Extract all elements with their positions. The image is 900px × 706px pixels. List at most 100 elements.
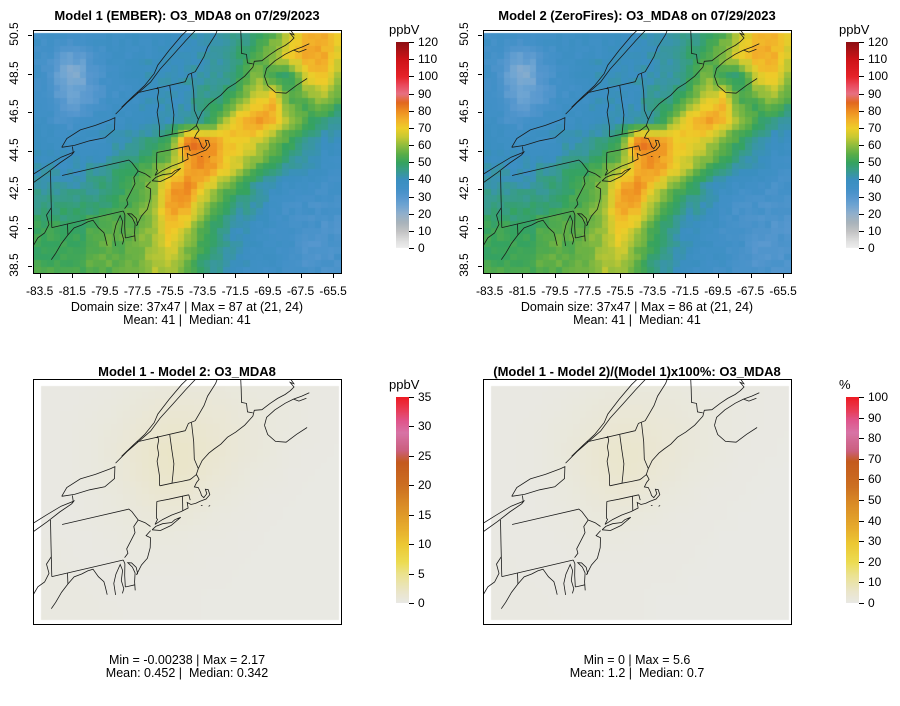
- panel-title: Model 2 (ZeroFires): O3_MDA8 on 07/29/20…: [498, 8, 776, 23]
- colorbar-tick-label: 70: [868, 451, 882, 466]
- colorbar-tick-label: 90: [868, 410, 882, 425]
- panel-title: Model 1 (EMBER): O3_MDA8 on 07/29/2023: [54, 8, 320, 23]
- y-tick-mark: [28, 189, 32, 191]
- colorbar-tick-mark: [859, 582, 864, 584]
- x-tick-mark: [783, 274, 785, 278]
- stats-line-2: Mean: 41 | Median: 41: [123, 313, 251, 327]
- colorbar-tick-mark: [859, 59, 864, 61]
- y-tick-mark: [28, 227, 32, 229]
- colorbar-tick-mark: [859, 145, 864, 146]
- x-tick-mark: [39, 274, 41, 278]
- boundary-path: [34, 380, 310, 609]
- colorbar-tick-mark: [859, 127, 864, 129]
- x-tick-mark: [333, 274, 335, 278]
- y-tick-mark: [478, 35, 482, 37]
- y-tick-mark: [478, 112, 482, 114]
- state-boundaries-overlay: [34, 31, 310, 260]
- colorbar-tick-mark: [409, 42, 414, 43]
- colorbar-tick-label: 100: [868, 69, 889, 84]
- colorbar-tick-label: 30: [868, 189, 882, 204]
- colorbar-gradient: [396, 397, 409, 603]
- map-plot-area: [483, 30, 792, 274]
- colorbar-tick-label: 10: [418, 223, 432, 238]
- colorbar-tick-label: 30: [418, 419, 432, 434]
- colorbar-tick-mark: [409, 248, 414, 249]
- colorbar-tick-mark: [409, 59, 414, 61]
- y-tick-label: 42.5: [457, 176, 471, 200]
- x-tick-label: -79.5: [541, 284, 569, 298]
- colorbar-tick-mark: [409, 76, 414, 78]
- y-tick-label: 44.5: [457, 138, 471, 162]
- colorbar-tick-mark: [859, 230, 864, 232]
- colorbar-tick-label: 0: [418, 596, 425, 610]
- y-tick-label: 44.5: [7, 138, 21, 162]
- colorbar-tick-mark: [859, 438, 864, 440]
- y-tick-mark: [478, 266, 482, 268]
- map-plot-area: [33, 30, 342, 274]
- map-plot-area: [33, 379, 342, 625]
- colorbar-tick-mark: [409, 93, 414, 95]
- y-tick-label: 42.5: [7, 176, 21, 200]
- y-tick-mark: [28, 266, 32, 268]
- map-plot-area: [483, 379, 792, 625]
- heatmap-canvas: [34, 31, 341, 273]
- colorbar-tick-label: 40: [868, 513, 882, 528]
- colorbar-tick-label: 80: [868, 431, 882, 446]
- x-tick-mark: [137, 274, 139, 278]
- state-boundaries-overlay: [484, 31, 760, 260]
- colorbar-tick-label: 90: [418, 86, 432, 101]
- colorbar-tick-mark: [859, 93, 864, 95]
- colorbar-tick-label: 35: [418, 390, 432, 404]
- colorbar-tick-mark: [859, 196, 864, 198]
- colorbar-gradient: [846, 42, 859, 248]
- colorbar-tick-mark: [859, 520, 864, 522]
- colorbar-tick-mark: [859, 179, 864, 181]
- colorbar-tick-label: 100: [418, 69, 439, 84]
- colorbar-tick-label: 5: [418, 566, 425, 581]
- x-tick-label: -81.5: [58, 284, 86, 298]
- colorbar-tick-label: 20: [868, 206, 882, 221]
- y-tick-mark: [478, 150, 482, 152]
- x-tick-label: -81.5: [508, 284, 536, 298]
- y-tick-label: 50.5: [7, 22, 21, 46]
- x-tick-mark: [652, 274, 654, 278]
- y-tick-label: 40.5: [7, 215, 21, 239]
- colorbar-tick-label: 30: [868, 534, 882, 549]
- stats-line-2: Mean: 0.452 | Median: 0.342: [105, 666, 269, 680]
- stats-line-1: Min = 0 | Max = 5.6: [583, 653, 691, 667]
- x-tick-mark: [202, 274, 204, 278]
- x-tick-label: -69.5: [704, 284, 732, 298]
- stats-line-2: Mean: 41 | Median: 41: [573, 313, 701, 327]
- colorbar-tick-mark: [409, 573, 414, 575]
- colorbar-tick-label: 110: [868, 52, 888, 67]
- panel-percent-difference-map: (Model 1 - Model 2)/(Model 1)x100%: O3_M…: [450, 353, 900, 706]
- colorbar-tick-mark: [409, 110, 414, 112]
- state-boundaries-overlay: [484, 380, 760, 609]
- x-tick-label: -73.5: [189, 284, 217, 298]
- x-tick-mark: [717, 274, 719, 278]
- colorbar-tick-label: 100: [868, 390, 889, 404]
- colorbar-tick-label: 120: [868, 35, 889, 49]
- colorbar-tick-mark: [409, 162, 414, 164]
- boundary-path: [484, 380, 760, 609]
- stats-line-2: Mean: 1.2 | Median: 0.7: [569, 666, 705, 680]
- y-tick-label: 38.5: [457, 253, 471, 277]
- y-tick-label: 40.5: [457, 215, 471, 239]
- colorbar-tick-mark: [859, 479, 864, 481]
- x-tick-label: -67.5: [286, 284, 315, 298]
- y-tick-mark: [478, 189, 482, 191]
- heatmap-canvas: [484, 31, 791, 273]
- colorbar-tick-label: 0: [868, 241, 875, 255]
- colorbar-tick-mark: [409, 230, 414, 232]
- colorbar-unit-label: ppbV: [389, 22, 420, 37]
- colorbar-tick-mark: [859, 397, 864, 398]
- x-tick-label: -83.5: [476, 284, 504, 298]
- stats-line-1: Min = -0.00238 | Max = 2.17: [108, 653, 266, 667]
- y-tick-mark: [28, 73, 32, 75]
- colorbar-tick-label: 60: [868, 472, 882, 487]
- x-tick-label: -65.5: [769, 284, 797, 298]
- colorbar-tick-label: 40: [868, 172, 882, 187]
- x-tick-mark: [685, 274, 687, 278]
- x-tick-label: -75.5: [606, 284, 634, 298]
